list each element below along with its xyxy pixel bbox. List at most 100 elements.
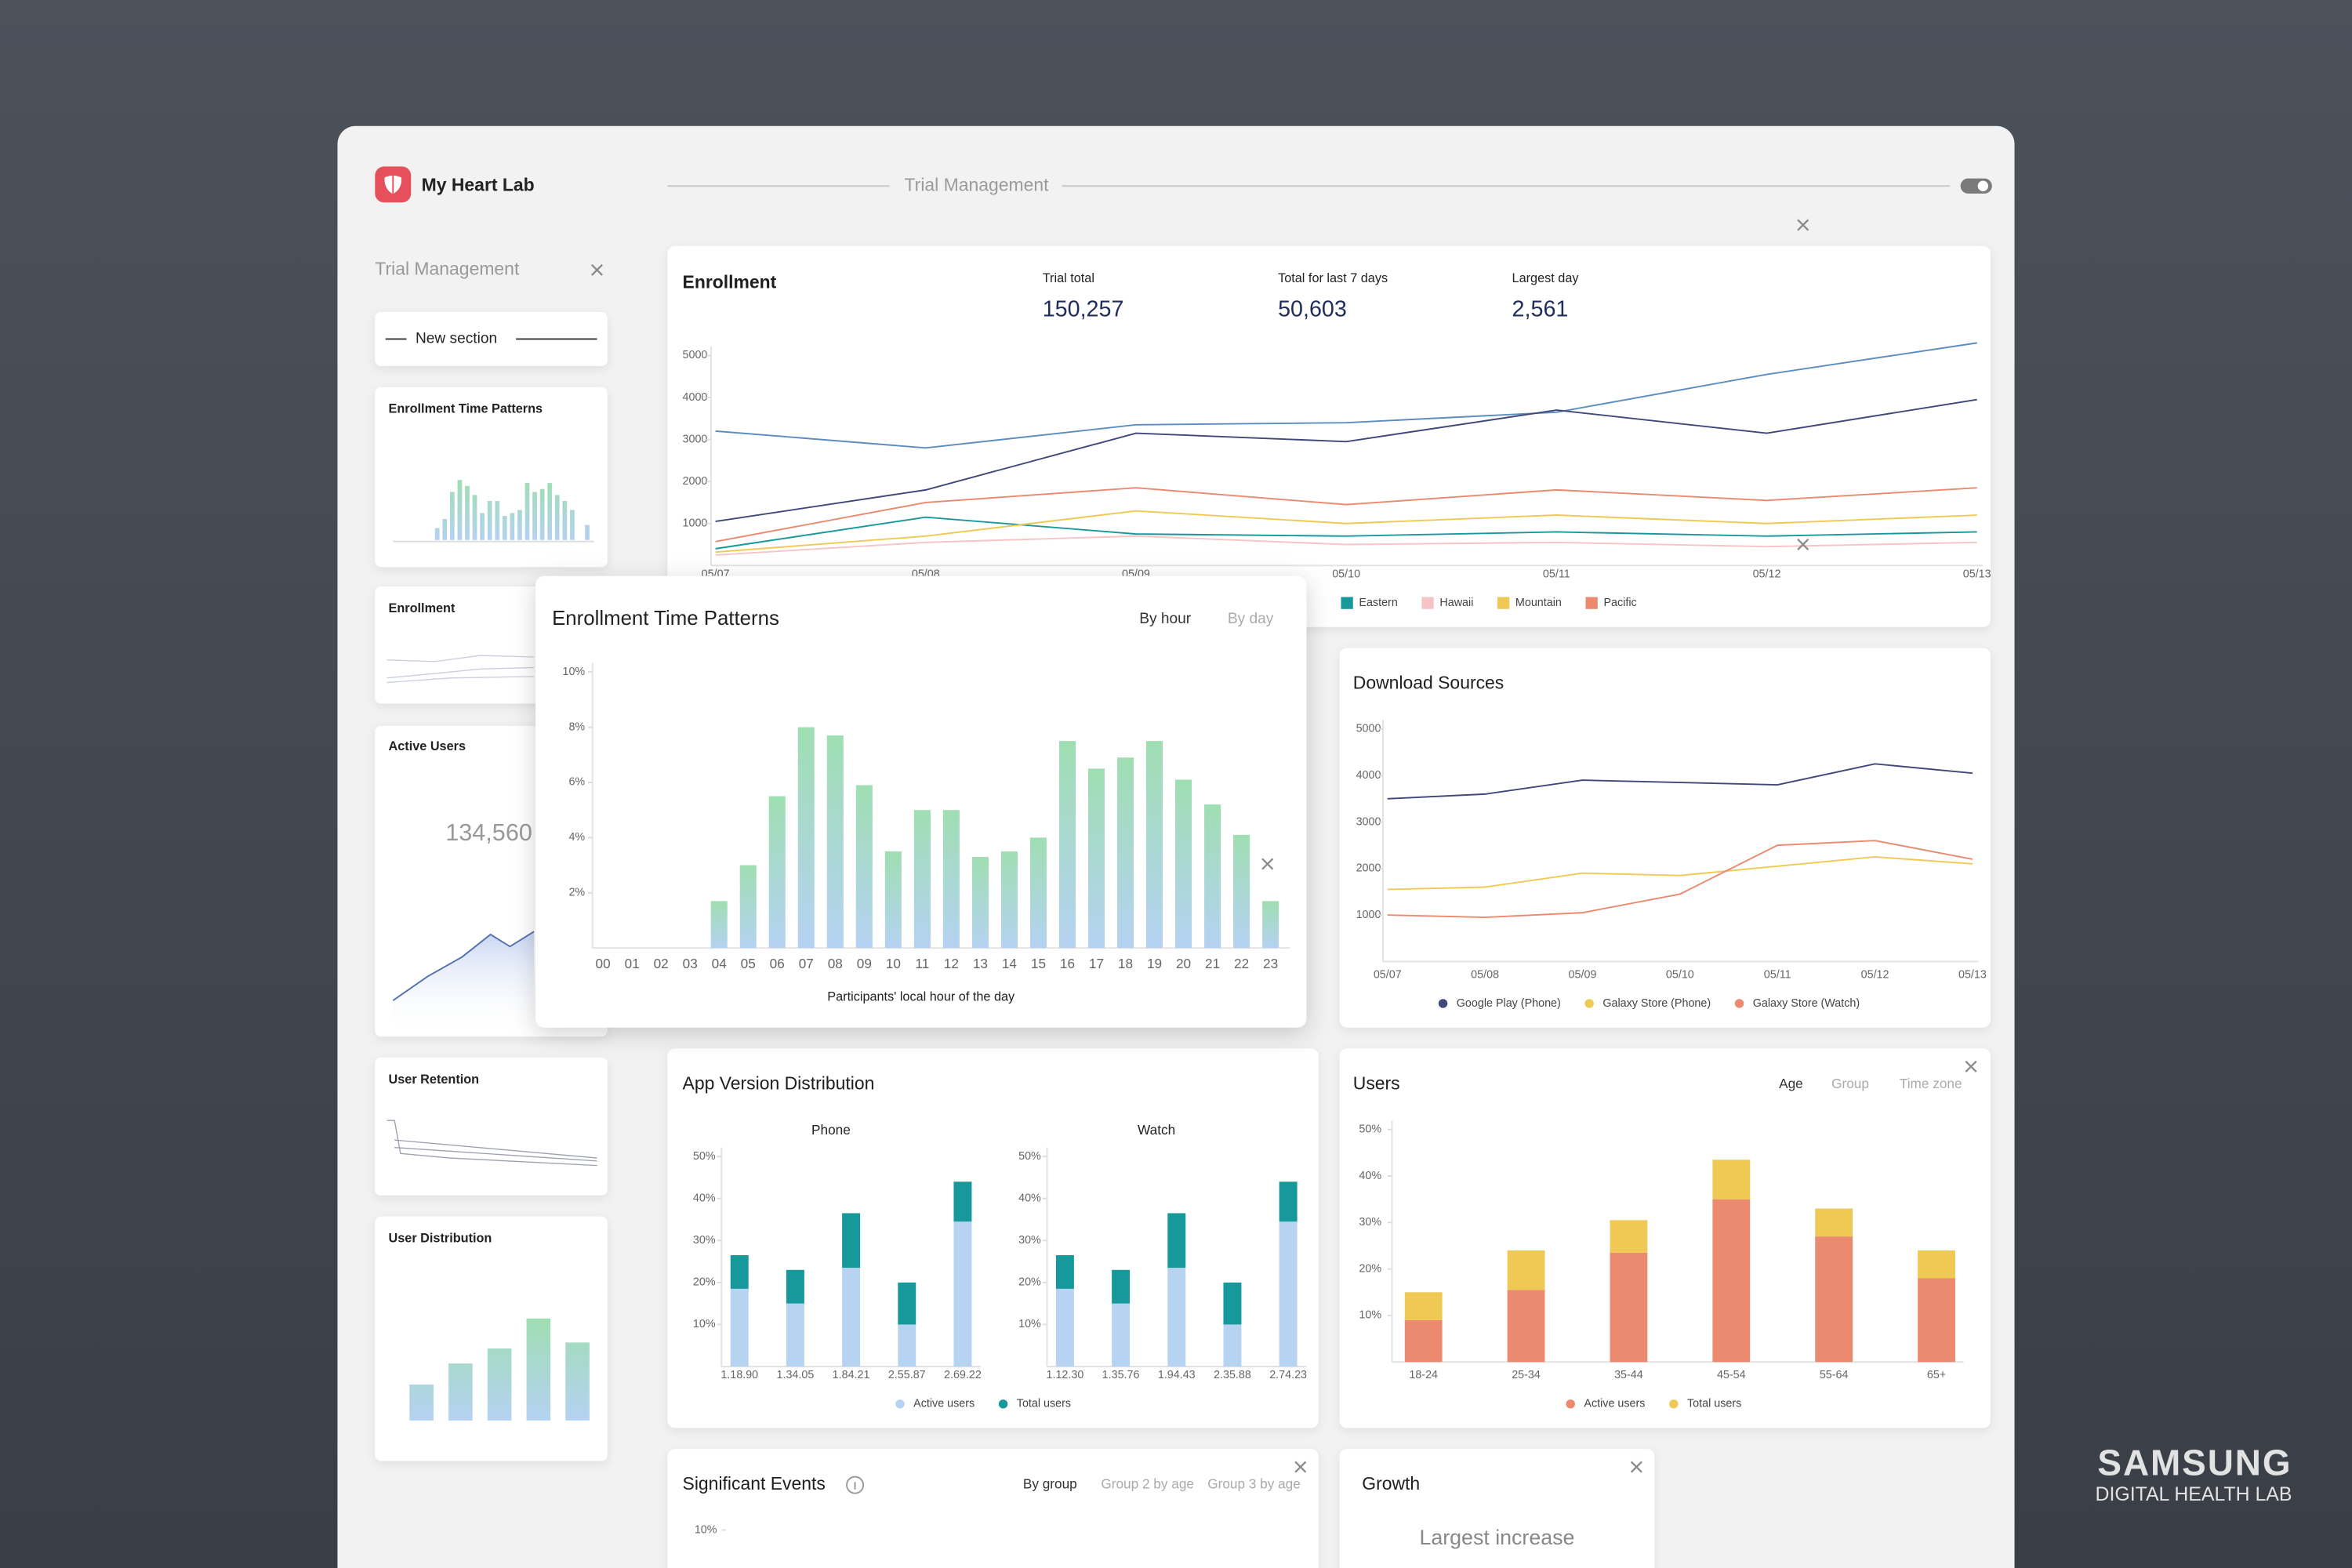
x-tick-label: 23	[1263, 956, 1278, 971]
bar-segment	[786, 1269, 804, 1304]
x-tick-label: 1.94.43	[1158, 1369, 1196, 1381]
legend-label: Galaxy Store (Phone)	[1602, 997, 1711, 1010]
bar	[855, 785, 873, 949]
y-tick-label: 20%	[1018, 1276, 1041, 1289]
bar-segment	[1404, 1319, 1443, 1363]
legend-label: Total users	[1017, 1398, 1071, 1410]
bar-segment	[1712, 1160, 1751, 1200]
x-tick-label: 35-44	[1614, 1369, 1643, 1381]
legend-swatch	[1584, 999, 1594, 1008]
bar-segment	[953, 1181, 972, 1222]
x-tick-label: 16	[1060, 956, 1075, 971]
logo-icon	[383, 173, 403, 196]
x-tick-label: 05/10	[1332, 568, 1360, 581]
bar-segment	[898, 1282, 916, 1325]
brand-subtitle: DIGITAL HEALTH LAB	[2096, 1483, 2292, 1505]
bar-segment	[1223, 1324, 1242, 1367]
bar-segment	[1112, 1303, 1131, 1367]
y-tick-label: 6%	[568, 776, 585, 789]
close-button[interactable]	[1965, 1060, 1977, 1073]
growth-label: Largest increase	[1419, 1526, 1574, 1549]
close-button[interactable]	[1630, 1461, 1642, 1473]
bar-segment	[953, 1221, 972, 1367]
y-tick-label: 10%	[695, 1523, 717, 1536]
line-series	[715, 510, 1977, 554]
bar	[739, 865, 757, 949]
x-tick-label: 1.34.05	[777, 1369, 815, 1381]
bar	[1233, 834, 1250, 949]
tab[interactable]: By day	[1228, 611, 1274, 627]
y-tick-label: 40%	[1359, 1170, 1381, 1182]
tab[interactable]: By hour	[1139, 611, 1192, 627]
bar	[942, 810, 960, 949]
thumbnail-card[interactable]	[375, 1057, 608, 1196]
card-title: Enrollment	[683, 272, 777, 292]
bar-segment	[1815, 1208, 1853, 1237]
close-button[interactable]	[1261, 858, 1274, 870]
bar-segment	[730, 1288, 749, 1367]
x-tick-label: 04	[712, 956, 728, 971]
y-tick-label: 40%	[1018, 1192, 1041, 1204]
close-button[interactable]	[1294, 1461, 1307, 1473]
legend-label: Total users	[1687, 1398, 1741, 1410]
thumbnail-card[interactable]	[375, 1216, 608, 1461]
bar-segment	[1507, 1250, 1545, 1290]
tab[interactable]: By group	[1023, 1476, 1077, 1492]
y-tick-label: 40%	[693, 1192, 716, 1204]
bar-segment	[1918, 1278, 1955, 1363]
thumbnail-bars	[409, 1318, 590, 1421]
sidebar-title: Trial Management	[375, 258, 520, 278]
x-tick-label: 1.12.30	[1047, 1369, 1084, 1381]
bar	[1204, 804, 1221, 949]
bar-segment	[842, 1213, 861, 1269]
tab[interactable]: Group	[1831, 1076, 1869, 1091]
y-tick-label: 2%	[568, 887, 585, 899]
x-tick-label: 2.74.23	[1269, 1369, 1307, 1381]
legend-label: Galaxy Store (Watch)	[1753, 997, 1860, 1010]
legend-label: Active users	[1584, 1398, 1645, 1410]
y-tick-label: 3000	[683, 433, 708, 445]
line-series	[715, 535, 1977, 556]
x-tick-label: 1.18.90	[720, 1369, 758, 1381]
legend-swatch	[1438, 999, 1448, 1008]
section-card[interactable]	[375, 311, 608, 366]
tab[interactable]: Group 2 by age	[1101, 1476, 1194, 1492]
legend-swatch	[998, 1399, 1008, 1409]
x-tick-label: 05/13	[1963, 568, 1991, 581]
x-tick-label: 1.35.76	[1102, 1369, 1140, 1381]
download-card	[1339, 648, 1991, 1028]
thumbnail-title: User Distribution	[389, 1232, 492, 1246]
x-tick-label: 05/12	[1861, 968, 1889, 981]
x-tick-label: 65+	[1927, 1369, 1946, 1381]
y-tick-label: 50%	[693, 1150, 716, 1163]
app-version-card	[667, 1048, 1319, 1428]
tab[interactable]: Age	[1779, 1076, 1803, 1091]
bar	[1058, 741, 1076, 949]
y-tick-label: 10%	[693, 1318, 716, 1330]
tab[interactable]: Group 3 by age	[1207, 1476, 1301, 1492]
legend-swatch	[895, 1399, 905, 1409]
x-tick-label: 20	[1176, 956, 1191, 971]
legend-label: Hawaii	[1439, 597, 1473, 609]
info-icon[interactable]	[846, 1475, 865, 1494]
bar-segment	[1712, 1199, 1751, 1363]
close-button[interactable]	[1797, 539, 1809, 551]
x-tick-label: 09	[857, 956, 872, 971]
toggle-knob	[1977, 180, 1989, 191]
x-tick-label: 21	[1205, 956, 1220, 971]
close-button[interactable]	[590, 263, 603, 276]
legend-swatch	[1734, 999, 1744, 1008]
x-tick-label: 05/13	[1958, 968, 1987, 981]
section-label: New section	[416, 330, 497, 347]
x-tick-label: 22	[1234, 956, 1249, 971]
x-tick-label: 14	[1002, 956, 1018, 971]
tab[interactable]: Time zone	[1900, 1076, 1962, 1091]
legend-label: Google Play (Phone)	[1457, 997, 1561, 1010]
close-button[interactable]	[1797, 219, 1809, 231]
y-tick-label: 5000	[1356, 723, 1381, 735]
x-tick-label: 55-64	[1820, 1369, 1849, 1381]
bar	[1262, 901, 1279, 949]
events-card	[667, 1449, 1319, 1568]
bar	[768, 796, 786, 949]
